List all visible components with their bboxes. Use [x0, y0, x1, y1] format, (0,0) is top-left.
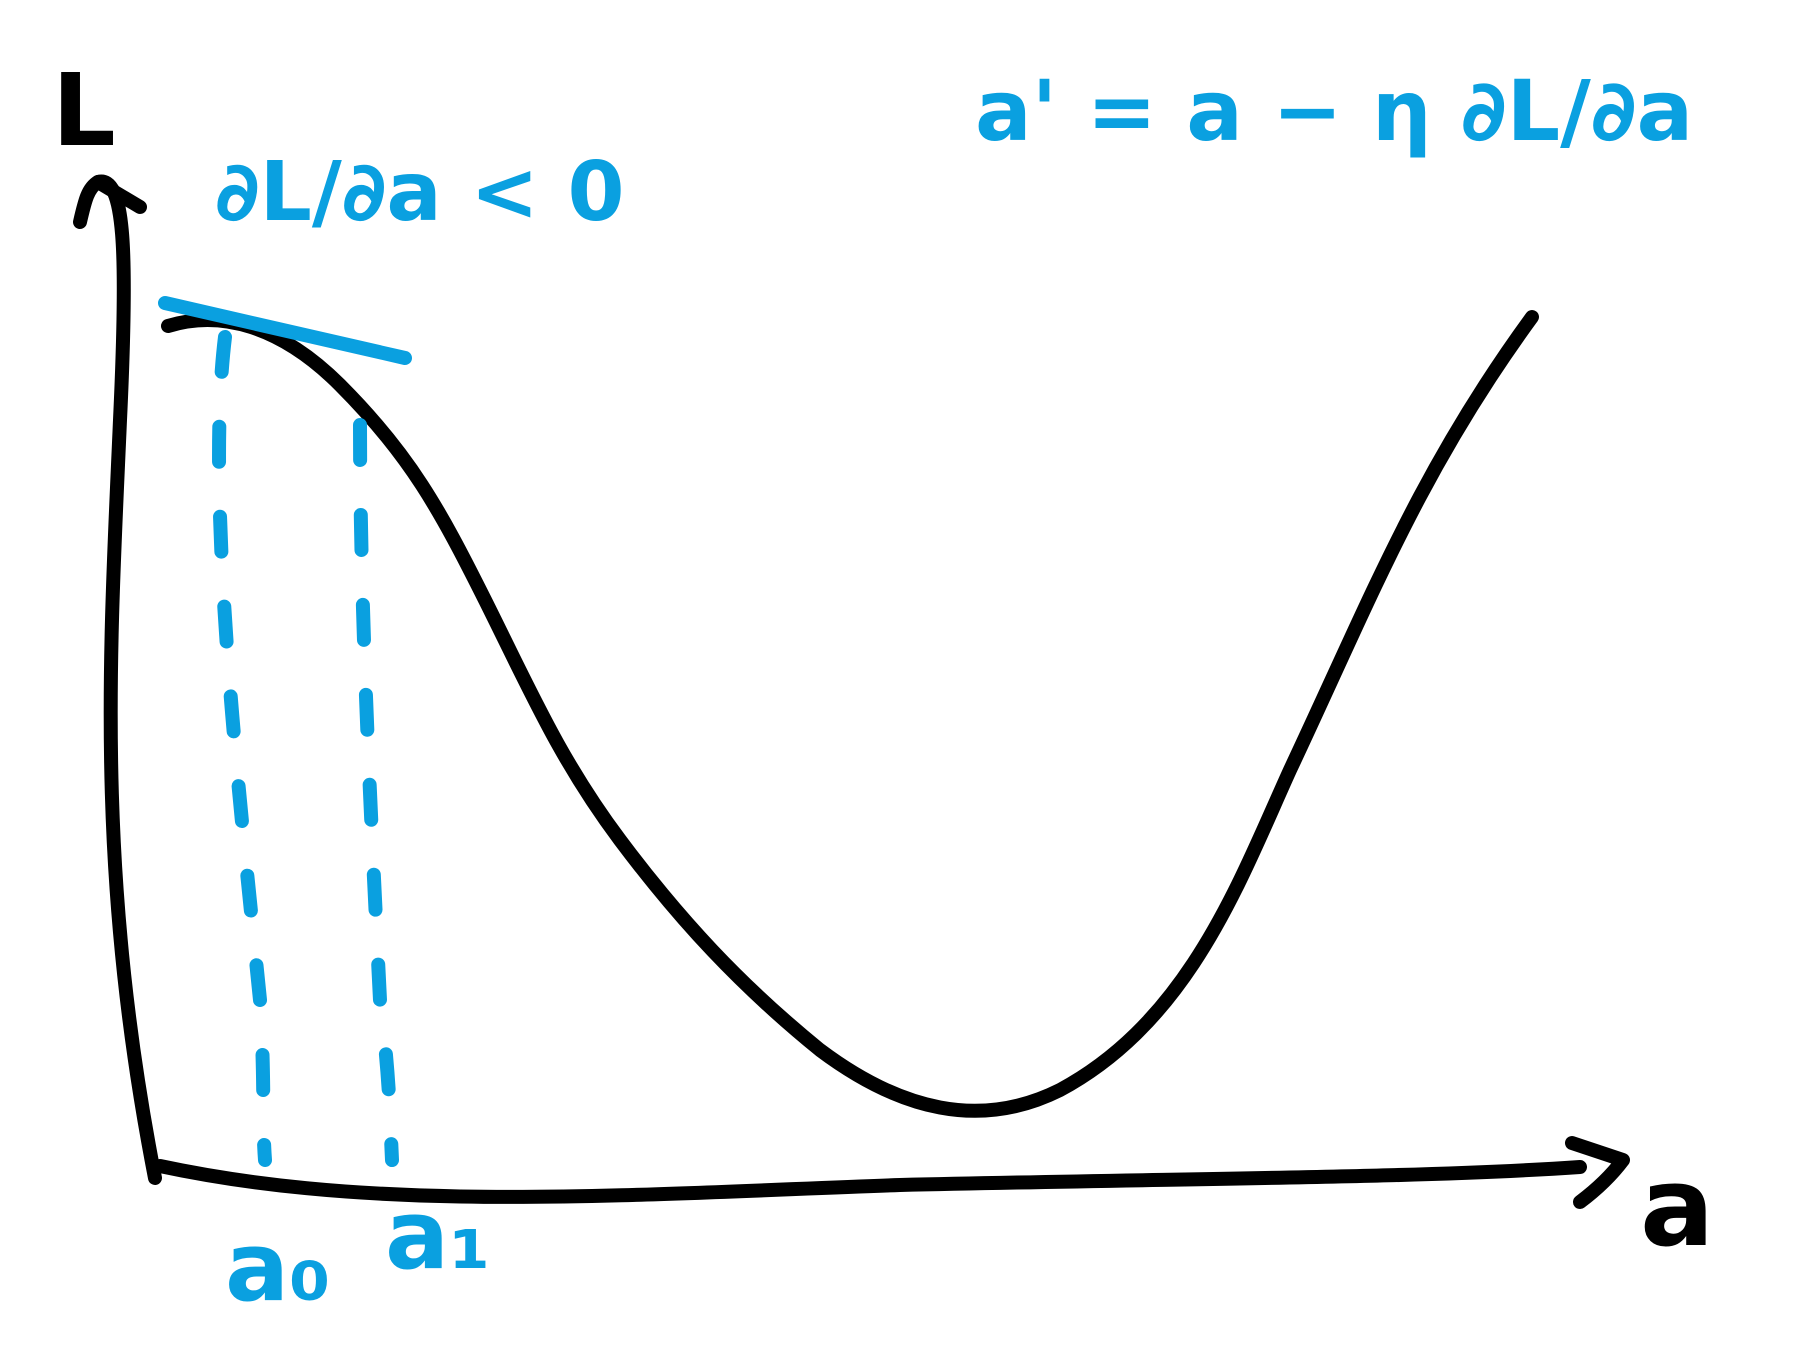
- x-axis-label: a: [1640, 1143, 1714, 1271]
- loss-curve: [161, 310, 1539, 1118]
- dashed-line-a1: [353, 418, 399, 1167]
- y-axis-arrowhead: [73, 175, 147, 229]
- dashed-line-a0: [212, 330, 272, 1167]
- tick-label-a0: a₀: [225, 1213, 331, 1323]
- y-axis: [91, 174, 162, 1185]
- tick-label-a1: a₁: [385, 1181, 491, 1291]
- x-axis-arrowhead: [1565, 1136, 1630, 1209]
- y-axis-label: L: [52, 52, 116, 169]
- gradient-condition-label: ∂L/∂a < 0: [215, 145, 625, 240]
- update-rule-label: a' = a − η ∂L/∂a: [975, 62, 1693, 160]
- tangent-line: [158, 296, 412, 365]
- x-axis: [153, 1159, 1587, 1204]
